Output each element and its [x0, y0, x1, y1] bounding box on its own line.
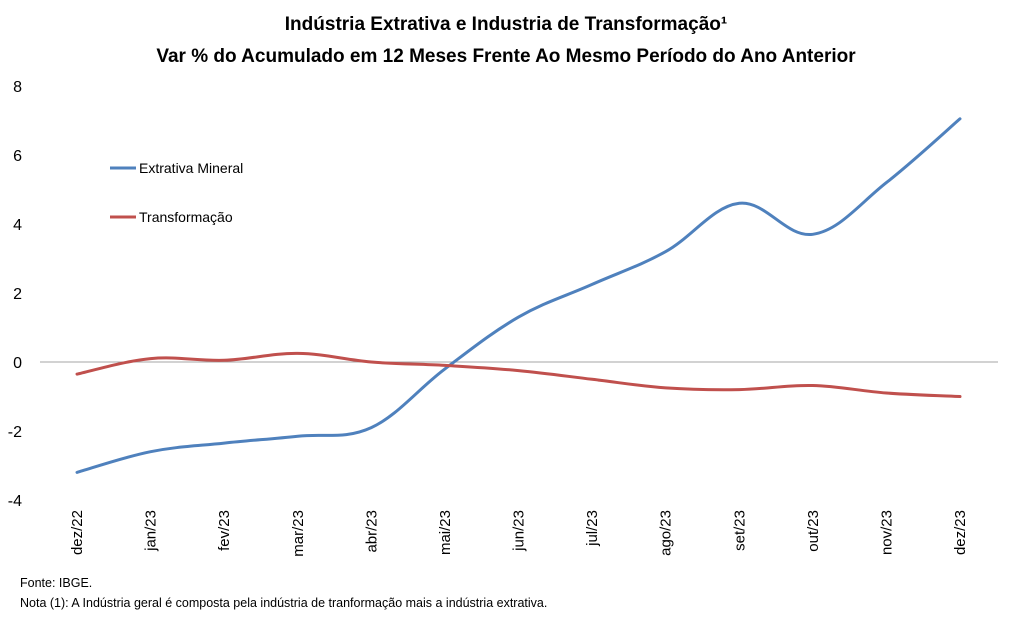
x-tick-label: mar/23: [290, 510, 307, 557]
x-tick-label: abr/23: [363, 510, 380, 553]
legend-label: Transformação: [139, 209, 233, 225]
y-tick-label: 2: [13, 286, 22, 303]
series-line-extrativa-mineral: [75, 117, 962, 474]
x-tick-label: set/23: [731, 510, 748, 551]
y-tick-label: 4: [13, 217, 22, 234]
legend-label: Extrativa Mineral: [139, 160, 243, 176]
y-tick-label: 8: [13, 79, 22, 96]
series-line-transformacao: [75, 351, 962, 398]
x-tick-label: dez/23: [952, 510, 969, 555]
y-tick-label: -2: [8, 424, 22, 441]
x-axis: dez/22 jan/23 fev/23 mar/23 abr/23 mai/23 jun/…: [69, 510, 969, 557]
source-note: Fonte: IBGE.: [20, 576, 93, 590]
y-tick-label: 6: [13, 148, 22, 165]
x-tick-label: out/23: [805, 510, 822, 552]
footnote: Nota (1): A Indústria geral é composta p…: [20, 596, 548, 610]
x-tick-label: fev/23: [216, 510, 233, 551]
y-axis: -4 -2 0 2 4 6 8: [8, 79, 22, 510]
x-tick-label: jul/23: [584, 510, 601, 547]
y-tick-label: -4: [8, 493, 22, 510]
series-layer: [75, 117, 962, 474]
x-tick-label: mai/23: [437, 510, 454, 555]
chart-title: Indústria Extrativa e Industria de Trans…: [285, 14, 727, 35]
x-tick-label: jan/23: [143, 510, 160, 552]
x-tick-label: dez/22: [69, 510, 86, 555]
legend: Extrativa Mineral Transformação: [110, 160, 243, 225]
x-tick-label: nov/23: [878, 510, 895, 555]
x-tick-label: ago/23: [658, 510, 675, 556]
x-tick-label: jun/23: [511, 510, 528, 552]
chart-subtitle: Var % do Acumulado em 12 Meses Frente Ao…: [156, 46, 856, 67]
y-tick-label: 0: [13, 355, 22, 372]
